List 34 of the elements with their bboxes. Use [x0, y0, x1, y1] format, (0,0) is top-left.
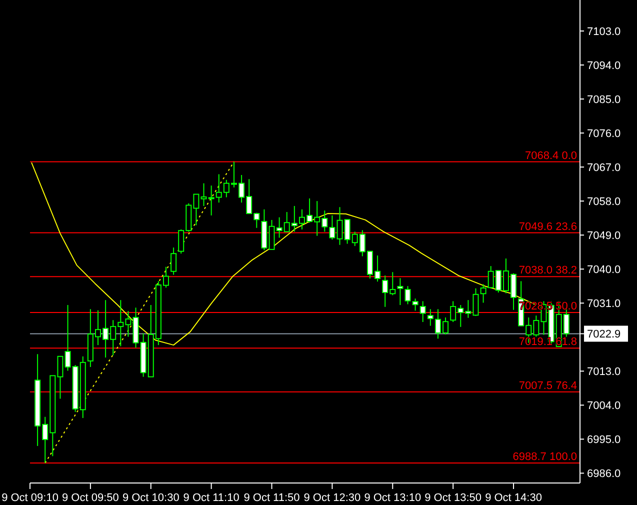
candlestick — [397, 278, 404, 306]
x-tick-label: 9 Oct 11:10 — [183, 492, 240, 504]
x-tick-label: 9 Oct 12:30 — [304, 492, 361, 504]
y-tick-label: 7067.0 — [587, 162, 621, 174]
y-tick-label: 7058.0 — [587, 196, 621, 208]
y-tick-label: 6986.0 — [587, 468, 621, 480]
y-tick-label: 7094.0 — [587, 60, 621, 72]
y-tick-label: 7040.0 — [587, 264, 621, 276]
y-tick-label: 7004.0 — [587, 400, 621, 412]
y-tick-label: 7076.0 — [587, 128, 621, 140]
x-tick-label: 9 Oct 14:30 — [485, 492, 542, 504]
y-tick-label: 7049.0 — [587, 230, 621, 242]
y-tick-label: 7013.0 — [587, 366, 621, 378]
y-tick-label: 7022.9 — [587, 328, 621, 341]
x-tick-label: 9 Oct 13:10 — [364, 492, 422, 504]
ref-line-label: 7007.5 76.4 — [518, 380, 577, 392]
ref-line-label: 7068.4 0.0 — [525, 150, 577, 162]
candlestick — [427, 308, 434, 326]
candlestick — [404, 286, 411, 305]
y-tick-label: 7031.0 — [587, 298, 621, 310]
ref-line-label: 7038.0 38.2 — [518, 264, 577, 277]
candlestick — [170, 247, 177, 276]
y-tick-label: 7085.0 — [587, 94, 621, 106]
candlestick — [420, 300, 426, 322]
y-tick-label: 7103.0 — [587, 26, 621, 38]
x-tick-label: 9 Oct 13:50 — [424, 492, 482, 504]
y-tick-label: 6995.0 — [587, 434, 621, 446]
x-tick-label: 9 Oct 09:50 — [62, 492, 119, 504]
candlestick — [412, 298, 418, 312]
x-tick-label: 9 Oct 10:30 — [122, 492, 180, 504]
ref-line-label: 7049.6 23.6 — [518, 220, 577, 233]
ref-line-label: 6988.7 100.0 — [512, 450, 577, 463]
x-tick-label: 9 Oct 11:50 — [244, 492, 300, 504]
x-tick-label: 9 Oct 09:10 — [2, 492, 58, 504]
